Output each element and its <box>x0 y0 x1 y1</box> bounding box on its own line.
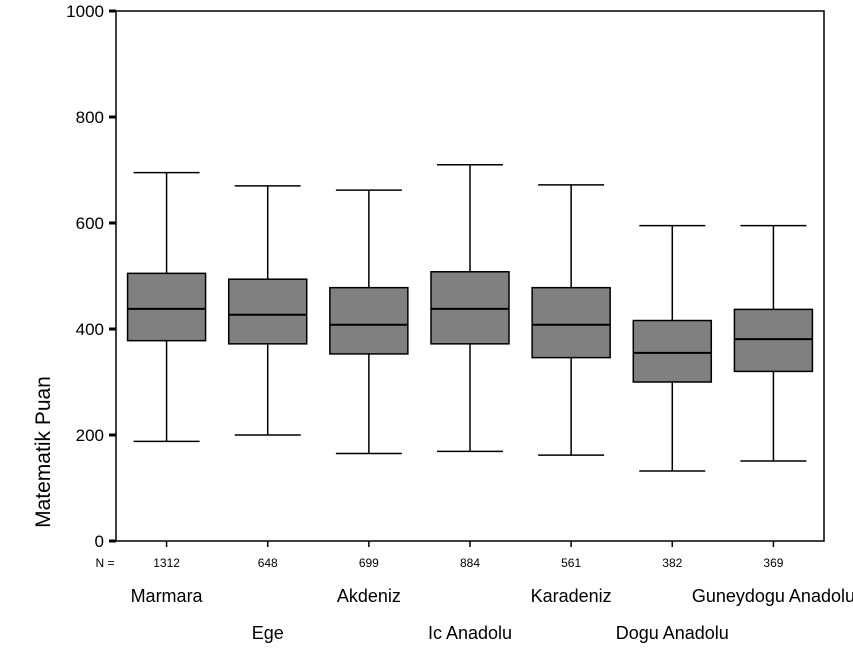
n-label: 648 <box>258 556 278 570</box>
box-group <box>632 224 713 472</box>
n-label: 561 <box>561 556 581 570</box>
y-tick-label: 400 <box>76 320 104 339</box>
y-axis-title: Matematik Puan <box>32 376 55 528</box>
category-label: Akdeniz <box>337 586 401 606</box>
n-prefix: N = <box>95 556 114 570</box>
category-label: Guneydogu Anadolu <box>692 586 853 606</box>
box <box>632 319 713 383</box>
category-label: Ic Anadolu <box>428 623 512 643</box>
box-group <box>329 189 409 455</box>
n-label: 382 <box>662 556 682 570</box>
y-tick-label: 200 <box>76 426 104 445</box>
box <box>126 272 207 342</box>
category-label: Karadeniz <box>531 586 612 606</box>
y-tick-label: 0 <box>95 532 104 551</box>
n-label: 1312 <box>153 556 180 570</box>
box-group <box>430 163 510 453</box>
y-tick-label: 600 <box>76 214 104 233</box>
category-label: Ege <box>252 623 284 643</box>
y-tick-label: 1000 <box>66 2 104 21</box>
category-label: Marmara <box>131 586 204 606</box>
boxes <box>126 163 814 472</box>
category-label: Dogu Anadolu <box>616 623 729 643</box>
box <box>227 278 308 345</box>
y-tick-label: 800 <box>76 108 104 127</box>
n-label: 884 <box>460 556 480 570</box>
n-label: 369 <box>763 556 783 570</box>
labels: N = 1312 Marmara 648 Ege 699 Akdeniz 884 Ic Anad… <box>95 556 853 643</box>
box-group <box>531 184 611 456</box>
axes: 0 200 400 600 800 1000 <box>66 2 825 551</box>
box-group <box>733 224 814 462</box>
box-group <box>126 171 207 443</box>
box <box>430 271 510 345</box>
box-group <box>227 185 308 436</box>
box <box>733 308 814 373</box>
box <box>531 286 611 359</box>
box <box>329 286 409 355</box>
n-label: 699 <box>359 556 379 570</box>
